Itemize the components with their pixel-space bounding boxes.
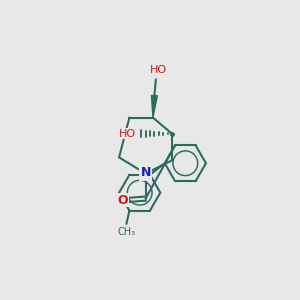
Text: N: N bbox=[140, 167, 151, 179]
Text: HO: HO bbox=[119, 129, 136, 139]
Polygon shape bbox=[152, 95, 158, 118]
Text: CH₃: CH₃ bbox=[117, 227, 136, 237]
Text: O: O bbox=[117, 194, 128, 207]
Text: HO: HO bbox=[150, 65, 167, 75]
